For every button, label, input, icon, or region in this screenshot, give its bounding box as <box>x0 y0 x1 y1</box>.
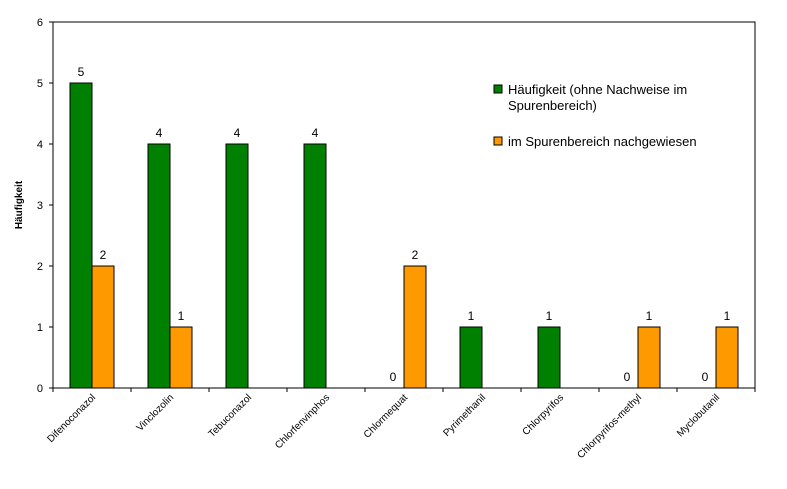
data-label: 0 <box>702 370 709 384</box>
data-labels: 5 4 4 4 0 1 1 0 0 2 1 2 1 1 <box>78 65 731 384</box>
bars <box>69 82 739 389</box>
data-label: 0 <box>390 370 397 384</box>
y-tick-label: 6 <box>37 17 43 29</box>
x-category-label: Pyrimethanil <box>441 392 488 439</box>
x-category-label: Myclobutanil <box>675 392 722 439</box>
legend-label: im Spurenbereich nachgewiesen <box>508 134 697 149</box>
y-axis-label: Häufigkeit <box>14 180 25 229</box>
bar-haeufigkeit-3 <box>303 143 327 389</box>
x-category-label: Chlorpyrifos-methyl <box>575 392 644 461</box>
x-category-label: Chlorfenvinphos <box>273 392 332 451</box>
bar-spurenbereich-7 <box>637 326 661 389</box>
legend-swatch <box>493 136 503 146</box>
y-axis-ticks: 0 1 2 3 4 5 6 <box>37 17 53 395</box>
y-tick-label: 0 <box>37 383 43 395</box>
legend: Häufigkeit (ohne Nachweise imSpurenberei… <box>493 82 697 149</box>
bar-haeufigkeit-1 <box>147 143 171 389</box>
bar-spurenbereich-4 <box>403 265 427 389</box>
y-tick-label: 5 <box>37 78 43 90</box>
bar-haeufigkeit-2 <box>225 143 249 389</box>
data-label: 1 <box>546 309 553 323</box>
bar-haeufigkeit-6 <box>537 326 561 389</box>
legend-label: Spurenbereich) <box>508 98 597 113</box>
data-label: 1 <box>724 309 731 323</box>
bar-haeufigkeit-5 <box>459 326 483 389</box>
y-tick-label: 2 <box>37 261 43 273</box>
x-category-label: Difenoconazol <box>46 392 99 445</box>
bar-spurenbereich-8 <box>715 326 739 389</box>
data-label: 0 <box>624 370 631 384</box>
y-tick-label: 1 <box>37 322 43 334</box>
x-category-label: Tebuconazol <box>207 392 254 439</box>
data-label: 5 <box>78 65 85 79</box>
legend-label: Häufigkeit (ohne Nachweise im <box>508 82 687 97</box>
x-axis-category-labels: Difenoconazol Vinclozolin Tebuconazol Chlor… <box>46 388 756 461</box>
x-category-label: Chlormequat <box>362 392 410 440</box>
bar-spurenbereich-1 <box>169 326 193 389</box>
data-label: 4 <box>156 126 163 140</box>
y-tick-label: 3 <box>37 200 43 212</box>
data-label: 1 <box>178 309 185 323</box>
data-label: 4 <box>312 126 319 140</box>
x-category-label: Chlorpyrifos <box>521 392 567 438</box>
data-label: 2 <box>100 248 107 262</box>
x-category-label: Vinclozolin <box>135 392 176 433</box>
data-label: 4 <box>234 126 241 140</box>
data-label: 1 <box>468 309 475 323</box>
bar-spurenbereich-0 <box>91 265 115 389</box>
data-label: 1 <box>646 309 653 323</box>
y-tick-label: 4 <box>37 139 43 151</box>
data-label: 2 <box>412 248 419 262</box>
bar-haeufigkeit-0 <box>69 82 93 389</box>
legend-swatch <box>493 84 503 94</box>
